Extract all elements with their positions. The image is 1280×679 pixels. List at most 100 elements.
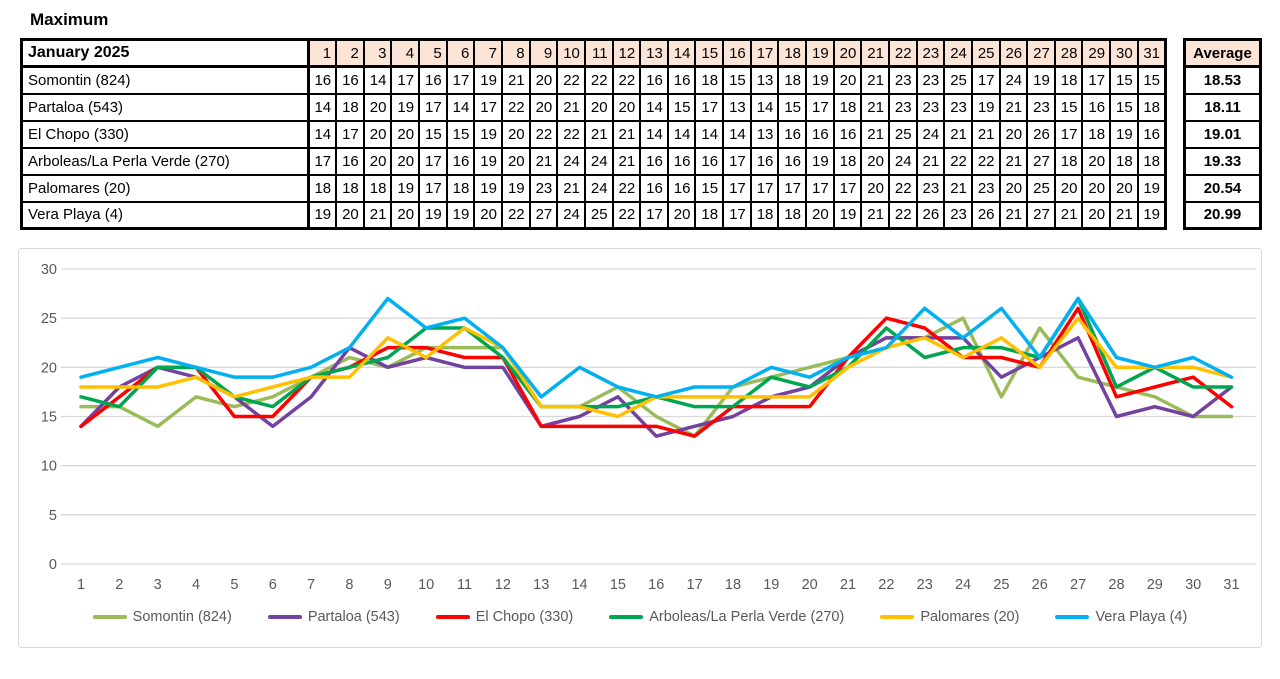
average-value-cell: 20.54 <box>1183 173 1262 203</box>
value-cell: 18 <box>1136 92 1167 122</box>
value-cell: 14 <box>722 119 752 149</box>
average-value-cell: 20.99 <box>1183 200 1262 230</box>
value-cell: 21 <box>998 200 1029 230</box>
value-cell: 21 <box>860 119 890 149</box>
day-header-cell: 24 <box>943 38 973 68</box>
value-cell: 19 <box>390 173 421 203</box>
x-axis-tick-label: 15 <box>610 577 626 593</box>
value-cell: 20 <box>362 119 393 149</box>
value-cell: 15 <box>666 92 697 122</box>
row-label-cell: Vera Playa (4) <box>20 200 310 230</box>
value-cell: 21 <box>583 119 614 149</box>
day-header-cell: 14 <box>666 38 697 68</box>
value-cell: 21 <box>611 119 642 149</box>
average-row: 20.54 <box>1183 173 1262 203</box>
value-cell: 16 <box>832 119 863 149</box>
value-cell: 19 <box>473 146 503 176</box>
day-header-cell: 31 <box>1136 38 1167 68</box>
value-cell: 20 <box>390 119 421 149</box>
value-cell: 14 <box>307 92 338 122</box>
x-axis-tick-label: 22 <box>878 577 894 593</box>
legend-color-chip <box>92 615 127 619</box>
value-cell: 17 <box>777 173 808 203</box>
table-header-row: January 2025 1 2 3 4 5 6 7 8 9 10 11 12 13 14 15 16 17 18… <box>20 38 1167 68</box>
value-cell: 18 <box>1109 146 1139 176</box>
table-row: Somontin (824) 16 16 14 17 16 17 19 21 20 22 22 22 16… <box>20 65 1167 95</box>
value-cell: 19 <box>805 65 835 95</box>
value-cell: 22 <box>500 92 531 122</box>
value-cell: 20 <box>832 65 863 95</box>
x-axis-tick-label: 25 <box>993 577 1009 593</box>
legend-label: El Chopo (330) <box>475 609 574 625</box>
value-cell: 15 <box>722 65 752 95</box>
day-header-cell: 16 <box>722 38 752 68</box>
value-cell: 18 <box>362 173 393 203</box>
value-cell: 22 <box>887 200 918 230</box>
average-header-cell: Average <box>1183 38 1262 68</box>
value-cell: 22 <box>500 200 531 230</box>
day-header-cell: 22 <box>887 38 918 68</box>
value-cell: 17 <box>694 92 725 122</box>
value-cell: 22 <box>583 65 614 95</box>
x-axis-tick-label: 29 <box>1147 577 1163 593</box>
value-cell: 17 <box>970 65 1001 95</box>
value-cell: 16 <box>666 65 697 95</box>
value-cell: 18 <box>335 173 365 203</box>
value-cell: 20 <box>528 65 559 95</box>
value-cell: 19 <box>473 119 503 149</box>
month-header-cell: January 2025 <box>20 38 310 68</box>
value-cell: 20 <box>1109 173 1139 203</box>
chart-panel: 0 5 10 15 20 25 30 1 2 3 4 5 6 7 8 9 10 11 12 13 14 15 16 17 18 1… <box>18 248 1262 648</box>
value-cell: 24 <box>998 65 1029 95</box>
table-row: Palomares (20) 18 18 18 19 17 18 19 19 23 21 24 22 16… <box>20 173 1167 203</box>
value-cell: 23 <box>943 200 973 230</box>
value-cell: 20 <box>998 119 1029 149</box>
day-header-cell: 20 <box>832 38 863 68</box>
value-cell: 15 <box>418 119 448 149</box>
value-cell: 20 <box>500 146 531 176</box>
value-cell: 21 <box>998 92 1029 122</box>
value-cell: 18 <box>694 200 725 230</box>
y-axis-tick-label: 5 <box>49 508 57 524</box>
value-cell: 20 <box>1053 173 1084 203</box>
value-cell: 17 <box>722 146 752 176</box>
value-cell: 17 <box>722 200 752 230</box>
value-cell: 20 <box>1081 173 1112 203</box>
value-cell: 20 <box>998 173 1029 203</box>
series-line-somontin-824 <box>79 316 1234 438</box>
value-cell: 21 <box>860 92 890 122</box>
x-axis-tick-label: 4 <box>192 577 200 593</box>
value-cell: 25 <box>583 200 614 230</box>
value-cell: 16 <box>805 119 835 149</box>
day-header-cell: 10 <box>556 38 586 68</box>
value-cell: 26 <box>915 200 946 230</box>
x-axis-tick-label: 2 <box>115 577 123 593</box>
legend-label: Vera Playa (4) <box>1095 609 1188 625</box>
day-header-cell: 5 <box>418 38 448 68</box>
value-cell: 19 <box>390 92 421 122</box>
day-header-cell: 21 <box>860 38 890 68</box>
value-cell: 23 <box>915 173 946 203</box>
value-cell: 21 <box>1053 200 1084 230</box>
value-cell: 14 <box>445 92 476 122</box>
x-axis-tick-label: 30 <box>1185 577 1201 593</box>
day-header-cell: 15 <box>694 38 725 68</box>
value-cell: 20 <box>666 200 697 230</box>
day-header-cell: 27 <box>1026 38 1056 68</box>
value-cell: 18 <box>1136 146 1167 176</box>
x-axis-tick-label: 7 <box>307 577 315 593</box>
value-cell: 16 <box>777 119 808 149</box>
day-header-cell: 13 <box>639 38 669 68</box>
value-cell: 18 <box>445 173 476 203</box>
series-line-vera-playa-4 <box>79 296 1234 399</box>
x-axis-tick-label: 20 <box>802 577 818 593</box>
day-header-cell: 30 <box>1109 38 1139 68</box>
value-cell: 20 <box>390 146 421 176</box>
value-cell: 17 <box>335 119 365 149</box>
value-cell: 22 <box>611 173 642 203</box>
value-cell: 18 <box>777 200 808 230</box>
value-cell: 21 <box>1109 200 1139 230</box>
average-row: 18.53 <box>1183 65 1262 95</box>
legend-color-chip <box>267 615 302 619</box>
